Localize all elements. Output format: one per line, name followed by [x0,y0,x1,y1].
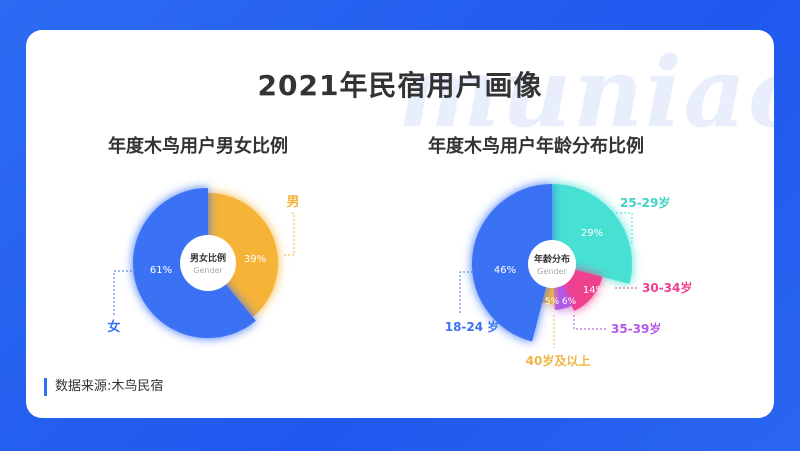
male-leader-line [282,212,295,256]
female-percent-label: 61% [150,265,172,276]
female-leader-line [113,270,136,316]
age-center-disc [528,240,576,288]
infographic-card: muniao 2021年民宿用户画像 年度木鸟用户男女比例 年度木鸟用户年龄分布… [26,30,774,418]
age-chart-title: 年度木鸟用户年龄分布比例 [428,136,644,157]
page-title: 2021年民宿用户画像 [257,69,543,102]
gender-chart-title: 年度木鸟用户男女比例 [108,136,288,157]
age-center-label: 年龄分布 [534,253,570,265]
age-35-39-percent: 6% [562,297,577,307]
age-40-plus-legend: 40岁及以上 [526,353,591,368]
brand-watermark: muniao [398,36,774,149]
age-35-39-leader-line [573,315,608,330]
age-slice-4 [471,183,552,342]
age-35-39-legend: 35-39岁 [611,321,661,336]
gender-center-sublabel: Gender [193,266,223,275]
male-percent-label: 39% [244,254,266,265]
age-25-29-percent: 29% [581,228,603,239]
data-source-note: 数据来源:木鸟民宿 [44,378,163,396]
age-25-29-legend: 25-29岁 [620,195,670,210]
age-30-34-legend: 30-34岁 [642,280,692,295]
gender-center-disc [180,235,236,291]
age-18-24-leader-line [459,271,481,314]
charts-canvas: 男女比例 Gender 39% 61% 男 女 年龄分布 Gender 29% … [107,183,692,368]
gender-center-label: 男女比例 [190,252,226,264]
age-18-24-percent: 46% [494,265,516,276]
age-pie-chart: 年龄分布 Gender 29% 14% 6% 5% 46% 25-29岁 30-… [445,183,692,368]
age-18-24-legend: 18-24 岁 [445,319,500,334]
age-40-plus-percent: 5% [545,297,560,307]
age-center-sublabel: Gender [537,267,567,276]
gender-pie-chart: 男女比例 Gender 39% 61% 男 女 [107,188,300,338]
male-legend-label: 男 [286,195,299,210]
age-30-34-percent: 14% [583,285,605,296]
female-legend-label: 女 [107,319,120,335]
gender-slice-0 [208,193,279,317]
age-25-29-leader-line [616,212,633,243]
